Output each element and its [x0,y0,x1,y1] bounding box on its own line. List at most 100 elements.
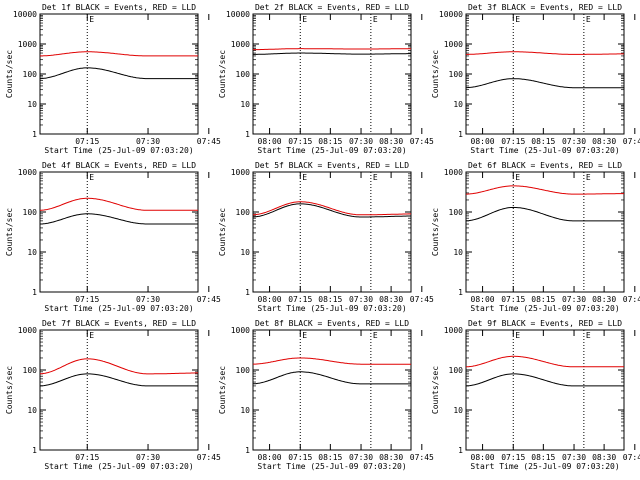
chart-title: Det 2f BLACK = Events, RED = LLD [255,3,409,12]
event-marker-label: E [586,173,591,182]
y-tick-label: 100 [236,70,251,79]
series-line-lld [466,51,624,55]
y-tick-label: 100 [449,208,464,217]
event-marker-label: E [515,15,520,24]
chart-panel-5: Det 5f BLACK = Events, RED = LLD11010010… [218,161,616,313]
x-tick-label: 07:45 [410,295,434,304]
chart-panel-2: Det 2f BLACK = Events, RED = LLD11010010… [218,3,616,155]
y-tick-label: 100 [449,366,464,375]
x-tick-label: 07:45 [410,453,434,462]
x-tick-label: 08:15 [318,137,342,146]
plot-frame [39,329,199,451]
chart-title: Det 6f BLACK = Events, RED = LLD [468,161,622,170]
y-tick-label: 1000 [231,168,250,177]
y-tick-label: 1 [458,130,463,139]
y-tick-label: 1000 [231,326,250,335]
event-marker-label: E [586,331,591,340]
series-line-lld [252,201,411,216]
y-tick-label: 10000 [13,10,37,19]
x-tick-label: 07:30 [562,295,586,304]
y-tick-label: 100 [236,366,251,375]
y-tick-label: 1 [245,130,250,139]
y-tick-label: 1 [458,288,463,297]
x-tick-label: 08:00 [258,295,282,304]
x-tick-label: 08:30 [379,137,403,146]
x-tick-label: 07:30 [349,453,373,462]
event-marker-label: E [89,331,94,340]
x-tick-label: 08:00 [258,137,282,146]
y-tick-label: 10 [240,100,250,109]
x-tick-label: 08:15 [318,453,342,462]
y-axis-label: Counts/sec [218,50,227,98]
y-tick-label: 100 [23,208,38,217]
x-tick-label: 07:15 [501,453,525,462]
event-marker-label: E [373,173,378,182]
x-tick-label: 07:30 [349,137,373,146]
y-tick-label: 10 [27,248,37,257]
series-line-events [465,373,624,387]
y-tick-label: 1000 [444,168,463,177]
event-marker-label: E [586,15,591,24]
event-marker-label: E [89,173,94,182]
y-tick-label: 1000 [231,40,250,49]
plot-frame [465,171,625,293]
y-axis-label: Counts/sec [5,50,14,98]
series-line-lld [466,185,624,195]
plot-frame [252,329,412,451]
x-tick-label: 07:45 [623,137,640,146]
y-tick-label: 1000 [18,168,37,177]
y-axis-label: Counts/sec [431,208,440,256]
x-axis-label: Start Time (25-Jul-09 07:03:20) [470,146,619,155]
x-tick-label: 08:15 [531,137,555,146]
series-line-events [253,52,411,55]
event-marker-label: E [515,173,520,182]
x-tick-label: 08:30 [379,453,403,462]
x-tick-label: 07:45 [410,137,434,146]
x-axis-label: Start Time (25-Jul-09 07:03:20) [44,304,193,313]
series-line-events [39,373,198,387]
y-axis-label: Counts/sec [218,366,227,414]
chart-title: Det 8f BLACK = Events, RED = LLD [255,319,409,328]
series-line-events [466,206,624,222]
y-axis-label: Counts/sec [218,208,227,256]
y-tick-label: 1 [458,446,463,455]
y-tick-label: 10 [453,248,463,257]
x-tick-label: 07:45 [623,453,640,462]
y-tick-label: 100 [449,70,464,79]
y-tick-label: 1000 [444,40,463,49]
x-tick-label: 08:00 [471,137,495,146]
y-axis-label: Counts/sec [5,366,14,414]
y-tick-label: 1 [245,446,250,455]
chart-title: Det 7f BLACK = Events, RED = LLD [42,319,196,328]
x-tick-label: 07:30 [562,137,586,146]
x-tick-label: 08:15 [531,453,555,462]
event-marker-label: E [373,331,378,340]
x-tick-label: 07:15 [75,453,99,462]
event-marker-label: E [89,15,94,24]
chart-panel-9: Det 9f BLACK = Events, RED = LLD 1 10 100 10… [431,319,640,471]
x-tick-label: 07:45 [197,453,221,462]
plot-frame [39,171,199,293]
series-line-events [253,371,411,385]
x-tick-label: 08:00 [471,453,495,462]
x-tick-label: 08:00 [258,453,282,462]
y-tick-label: 1 [32,446,37,455]
y-tick-label: 10 [453,406,463,415]
x-tick-label: 07:45 [197,137,221,146]
event-marker-label: E [302,15,307,24]
x-axis-label: Start Time (25-Jul-09 07:03:20) [470,304,619,313]
chart-panel-7: Det 7f BLACK = Events, RED = LLD11010010… [5,319,403,471]
y-tick-label: 100 [23,70,38,79]
x-tick-label: 08:00 [471,295,495,304]
event-marker-label: E [373,15,378,24]
y-tick-label: 1000 [18,326,37,335]
y-tick-label: 10 [240,248,250,257]
series-line-events [465,78,624,89]
x-tick-label: 07:30 [562,453,586,462]
event-marker-label: E [515,331,520,340]
x-tick-label: 07:30 [136,137,160,146]
y-tick-label: 10 [27,406,37,415]
x-tick-label: 07:15 [501,295,525,304]
y-tick-label: 10000 [226,10,250,19]
